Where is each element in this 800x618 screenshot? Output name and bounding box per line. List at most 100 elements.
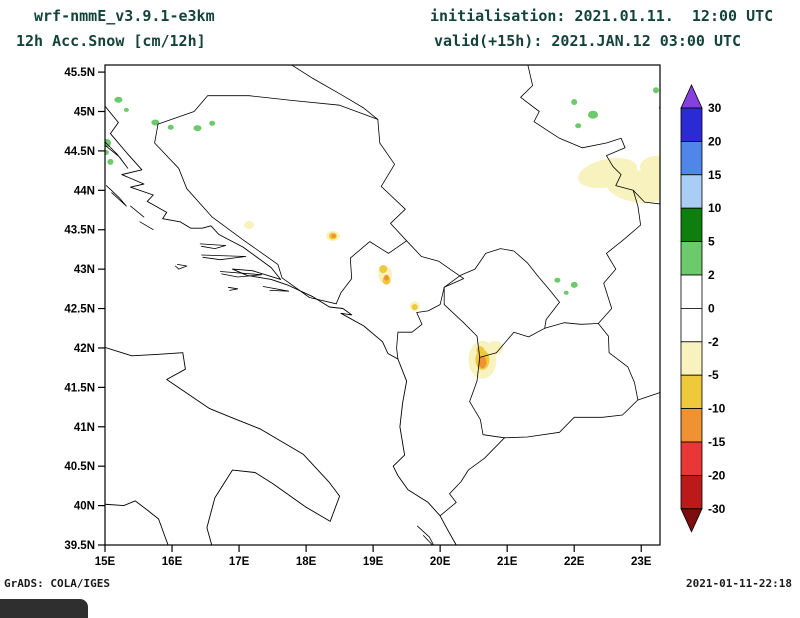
lat-tick-label: 45N <box>74 107 95 119</box>
colorbar-segment <box>680 207 703 242</box>
colorbar-segment <box>680 341 703 376</box>
snow-patch-green <box>563 290 569 295</box>
lat-tick-label: 40N <box>74 501 95 513</box>
colorbar-segment <box>680 307 703 343</box>
island-outline <box>417 525 434 545</box>
colorbar-label: 2 <box>708 268 715 282</box>
snow-patch-green <box>571 99 578 105</box>
snow-patch-green <box>123 107 129 112</box>
snow-patch-green <box>588 110 598 119</box>
lon-tick-label: 22E <box>564 556 585 568</box>
coastline <box>105 346 341 545</box>
country-border <box>396 286 445 360</box>
country-border <box>439 437 505 517</box>
lat-tick-label: 43.5N <box>64 225 95 237</box>
snow-patch-pale <box>640 155 660 178</box>
colorbar-segment <box>680 441 703 476</box>
colorbar-segment <box>680 241 703 276</box>
island-outline <box>219 271 263 278</box>
snow-patch-green <box>105 150 109 155</box>
lat-tick-label: 39.5N <box>64 540 95 552</box>
colorbar-label: -30 <box>708 502 726 516</box>
lat-tick-label: 44.5N <box>64 146 95 158</box>
colorbar-label: -5 <box>708 368 719 382</box>
country-border <box>154 95 379 305</box>
lat-tick-label: 42.5N <box>64 304 95 316</box>
colorbar-segment <box>680 374 703 410</box>
colorbar-arrow-top <box>680 84 703 109</box>
product-title-label: 12h Acc.Snow [cm/12h] <box>16 32 206 50</box>
snow-patch-green <box>167 124 174 130</box>
lon-tick-label: 17E <box>229 556 250 568</box>
island-outline <box>199 243 227 249</box>
island-outline <box>201 254 247 261</box>
snow-patch-green <box>209 120 216 126</box>
country-border <box>443 286 481 358</box>
colorbar-segment <box>680 174 703 209</box>
snow-patch-green <box>151 119 160 126</box>
coastline <box>105 105 457 545</box>
lon-tick-label: 21E <box>497 556 518 568</box>
colorbar-segment <box>680 274 703 309</box>
colorbar-label: -20 <box>708 468 726 482</box>
lat-tick-label: 40.5N <box>64 461 95 473</box>
model-version-label: wrf-nmmE_v3.9.1-e3km <box>34 7 215 25</box>
snow-patch-green <box>653 87 659 94</box>
snow-patch-orange <box>478 356 487 369</box>
country-border <box>406 240 464 288</box>
lat-tick-label: 41.5N <box>64 382 95 394</box>
island-outline <box>262 286 290 292</box>
island-outline <box>139 221 154 231</box>
country-border <box>291 65 407 305</box>
colorbar-label: -15 <box>708 435 726 449</box>
colorbar-segment <box>680 408 703 443</box>
colorbar-label: 0 <box>708 301 715 315</box>
island-outline <box>175 264 188 270</box>
snow-patch-green <box>107 158 114 165</box>
country-border <box>597 189 641 324</box>
snow-patch-orange <box>331 234 337 238</box>
init-time-label: initialisation: 2021.01.11. 12:00 UTC <box>430 7 774 25</box>
window-corner-artifact <box>0 599 88 618</box>
coastline <box>105 500 169 545</box>
snow-patch-green <box>575 123 582 129</box>
country-border <box>443 248 560 329</box>
snow-patch-pale <box>606 169 660 203</box>
snow-patch-gold <box>379 265 388 274</box>
lon-tick-label: 20E <box>430 556 451 568</box>
snow-patch-orange <box>384 274 389 281</box>
colorbar-segment <box>680 474 703 510</box>
valid-time-label: valid(+15h): 2021.JAN.12 03:00 UTC <box>434 32 742 50</box>
snow-shading-layer <box>105 87 660 379</box>
colorbar-label: 30 <box>708 101 722 115</box>
lon-tick-label: 18E <box>296 556 317 568</box>
colorbar-label: -10 <box>708 402 726 416</box>
country-border <box>469 357 505 439</box>
snow-patch-green <box>105 139 111 147</box>
lat-tick-label: 44N <box>74 185 95 197</box>
island-outline <box>130 205 145 218</box>
country-border <box>479 327 546 358</box>
lat-tick-label: 45.5N <box>64 67 95 79</box>
country-border <box>544 322 599 329</box>
grads-credit-label: GrADS: COLA/IGES <box>4 577 110 590</box>
lon-tick-label: 19E <box>363 556 384 568</box>
render-timestamp-label: 2021-01-11-22:18 <box>686 577 792 590</box>
island-outline <box>227 286 239 291</box>
colorbar-segment <box>680 140 703 176</box>
colorbar-label: 5 <box>708 235 715 249</box>
colorbar-segment <box>680 107 703 142</box>
lon-tick-label: 15E <box>95 556 116 568</box>
colorbar-label: -2 <box>708 335 719 349</box>
colorbar-label: 15 <box>708 168 722 182</box>
colorbar-label: 10 <box>708 201 722 215</box>
lon-tick-label: 23E <box>631 556 652 568</box>
colorbar-label: 20 <box>708 134 722 148</box>
lon-tick-label: 16E <box>162 556 183 568</box>
snow-patch-gold <box>411 304 418 310</box>
snow-patch-pale <box>487 341 504 355</box>
lat-tick-label: 43N <box>74 264 95 276</box>
lat-tick-label: 41N <box>74 422 95 434</box>
